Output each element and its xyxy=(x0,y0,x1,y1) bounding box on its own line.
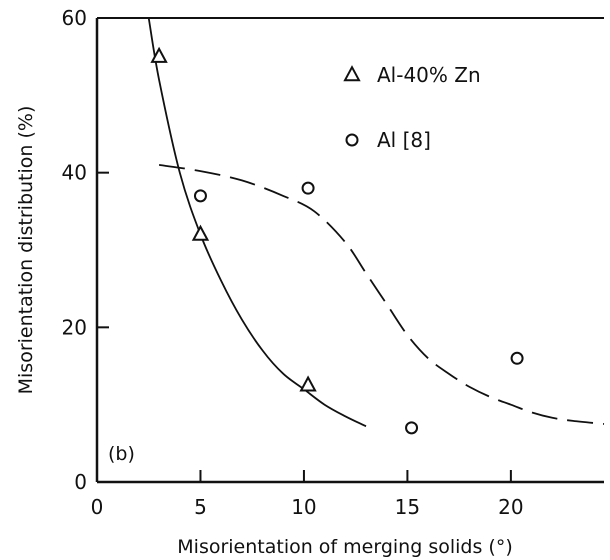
x-tick-label: 0 xyxy=(91,495,104,519)
panel-label: (b) xyxy=(108,443,135,465)
series-1-curve xyxy=(158,164,605,425)
x-ticks: 0 5 10 15 20 xyxy=(91,470,524,519)
x-tick-label: 20 xyxy=(498,495,523,519)
series-1-point xyxy=(510,351,524,365)
legend-label: Al-40% Zn xyxy=(377,63,481,87)
y-axis-title: Misorientation distribution (%) xyxy=(15,106,37,395)
series-1-point xyxy=(193,189,207,203)
legend: Al-40% Zn Al [8] xyxy=(343,63,481,152)
legend-triangle-marker xyxy=(343,65,361,82)
legend-circle-marker xyxy=(345,133,359,147)
x-tick-label: 15 xyxy=(395,495,420,519)
y-tick-label: 20 xyxy=(62,315,87,339)
y-tick-label: 60 xyxy=(62,6,87,30)
y-tick-label: 0 xyxy=(74,470,87,494)
x-tick-label: 10 xyxy=(291,495,316,519)
markers xyxy=(150,46,524,435)
series-0-curve xyxy=(147,17,367,428)
series-0-point xyxy=(191,224,210,241)
series-0-point xyxy=(150,46,168,63)
y-ticks: 0 20 40 60 xyxy=(62,6,109,494)
series-1-point xyxy=(405,421,419,435)
x-axis-title: Misorientation of merging solids (°) xyxy=(177,536,512,558)
x-tick-label: 5 xyxy=(194,495,207,519)
series-0-point xyxy=(299,375,317,392)
y-tick-label: 40 xyxy=(62,161,87,185)
series-1-point xyxy=(301,181,315,195)
plot-frame-group xyxy=(95,17,604,484)
legend-label: Al [8] xyxy=(377,128,431,152)
curves xyxy=(147,17,605,428)
